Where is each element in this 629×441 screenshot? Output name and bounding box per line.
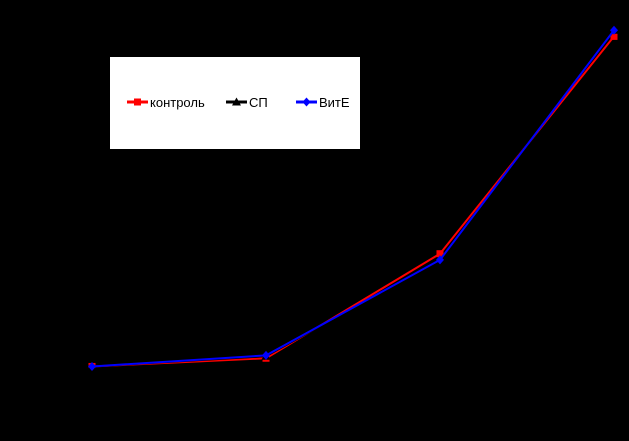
legend-item: СП bbox=[226, 95, 268, 110]
legend-swatch-marker bbox=[134, 98, 141, 106]
legend: контроль СП ВитЕ bbox=[110, 57, 360, 149]
legend-item: ВитЕ bbox=[296, 95, 350, 110]
legend-swatch-marker bbox=[302, 97, 311, 107]
legend-label: СП bbox=[249, 95, 268, 110]
data-point bbox=[88, 361, 96, 371]
legend-label: контроль bbox=[150, 95, 205, 110]
data-point bbox=[262, 350, 270, 360]
legend-items: контроль СП ВитЕ bbox=[127, 95, 350, 110]
legend-swatch-marker bbox=[232, 97, 241, 106]
data-point bbox=[610, 25, 618, 35]
data-point bbox=[436, 255, 444, 265]
series-3 bbox=[88, 25, 618, 371]
legend-label: ВитЕ bbox=[319, 95, 350, 110]
legend-item: контроль bbox=[127, 95, 205, 110]
series-line bbox=[91, 29, 615, 368]
series-layer bbox=[87, 25, 619, 371]
data-point bbox=[610, 32, 618, 40]
data-point bbox=[436, 250, 444, 258]
